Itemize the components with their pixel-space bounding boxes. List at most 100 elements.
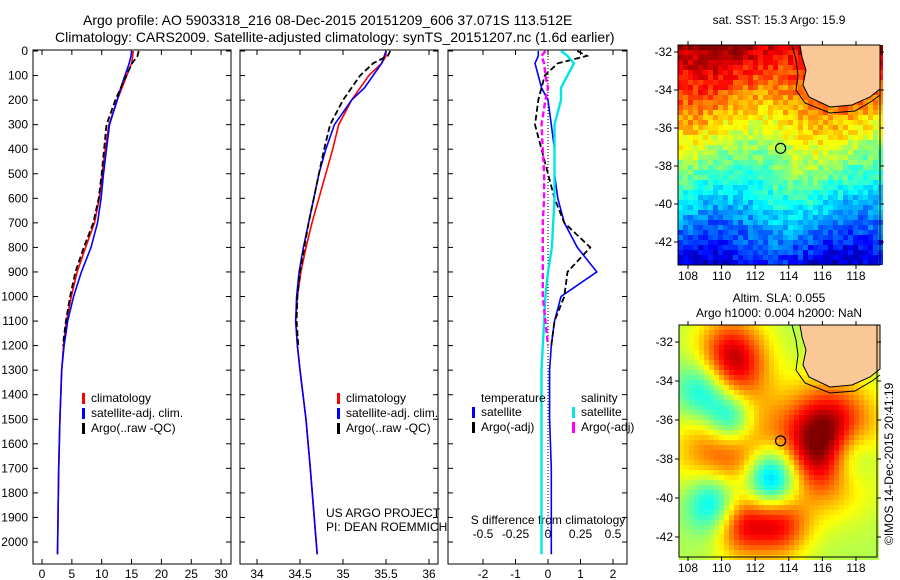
map-cell — [769, 395, 774, 400]
map-cell — [708, 225, 713, 230]
map-cell — [784, 330, 789, 335]
map-cell — [714, 410, 719, 415]
lat-tick-label: -38 — [655, 159, 673, 173]
map-cell — [719, 340, 724, 345]
map-cell — [759, 385, 764, 390]
map-cell — [713, 195, 718, 200]
map-cell — [768, 140, 773, 145]
map-cell — [848, 135, 853, 140]
map-cell — [754, 505, 759, 510]
map-cell — [768, 105, 773, 110]
map-cell — [809, 455, 814, 460]
map-cell — [744, 455, 749, 460]
legend-swatch — [337, 408, 340, 419]
map-cell — [759, 530, 764, 535]
map-cell — [759, 355, 764, 360]
map-cell — [698, 105, 703, 110]
map-cell — [823, 130, 828, 135]
map-cell — [824, 425, 829, 430]
map-cell — [854, 530, 859, 535]
map-cell — [829, 480, 834, 485]
map-cell — [709, 450, 714, 455]
map-cell — [739, 505, 744, 510]
map-cell — [778, 150, 783, 155]
map-cell — [749, 535, 754, 540]
map-cell — [754, 475, 759, 480]
map-cell — [813, 200, 818, 205]
map-cell — [753, 220, 758, 225]
map-cell — [683, 245, 688, 250]
map-cell — [839, 420, 844, 425]
map-cell — [729, 540, 734, 545]
map-cell — [718, 120, 723, 125]
map-cell — [759, 545, 764, 550]
map-cell — [693, 250, 698, 255]
map-cell — [678, 45, 683, 50]
map-cell — [763, 250, 768, 255]
map-cell — [808, 170, 813, 175]
map-cell — [749, 355, 754, 360]
map-cell — [864, 480, 869, 485]
map-cell — [853, 250, 858, 255]
map-cell — [743, 115, 748, 120]
map-cell — [704, 525, 709, 530]
map-cell — [759, 420, 764, 425]
map-cell — [823, 110, 828, 115]
map-cell — [813, 190, 818, 195]
map-cell — [709, 410, 714, 415]
map-cell — [699, 390, 704, 395]
map-cell — [873, 170, 878, 175]
map-cell — [684, 535, 689, 540]
map-cell — [788, 110, 793, 115]
map-cell — [868, 130, 873, 135]
map-cell — [824, 410, 829, 415]
map-cell — [794, 520, 799, 525]
map-cell — [854, 535, 859, 540]
map-cell — [773, 150, 778, 155]
map-cell — [799, 460, 804, 465]
map-cell — [859, 400, 864, 405]
map-cell — [714, 475, 719, 480]
map-cell — [813, 160, 818, 165]
map-cell — [773, 155, 778, 160]
map-cell — [798, 230, 803, 235]
map-cell — [763, 145, 768, 150]
map-cell — [784, 505, 789, 510]
map-cell — [804, 505, 809, 510]
legend-swatch — [572, 407, 575, 418]
map-cell — [744, 500, 749, 505]
map-cell — [753, 175, 758, 180]
map-cell — [834, 470, 839, 475]
map-cell — [823, 180, 828, 185]
map-cell — [818, 245, 823, 250]
map-cell — [738, 205, 743, 210]
map-cell — [778, 205, 783, 210]
map-cell — [774, 535, 779, 540]
x-tick-label: 15 — [125, 567, 139, 580]
map-cell — [768, 240, 773, 245]
map-cell — [788, 70, 793, 75]
map-cell — [843, 190, 848, 195]
map-cell — [864, 530, 869, 535]
map-cell — [854, 490, 859, 495]
map-cell — [688, 165, 693, 170]
map-cell — [769, 450, 774, 455]
map-cell — [859, 550, 864, 555]
map-cell — [788, 235, 793, 240]
map-cell — [758, 260, 763, 265]
map-cell — [799, 525, 804, 530]
map-cell — [854, 395, 859, 400]
map-cell — [808, 115, 813, 120]
map-cell — [823, 205, 828, 210]
map-cell — [768, 230, 773, 235]
map-cell — [743, 85, 748, 90]
map-cell — [733, 95, 738, 100]
map-cell — [749, 530, 754, 535]
map-cell — [818, 105, 823, 110]
map-cell — [694, 400, 699, 405]
map-cell — [779, 345, 784, 350]
map-cell — [784, 530, 789, 535]
map-cell — [743, 90, 748, 95]
map-cell — [858, 135, 863, 140]
map-cell — [769, 430, 774, 435]
